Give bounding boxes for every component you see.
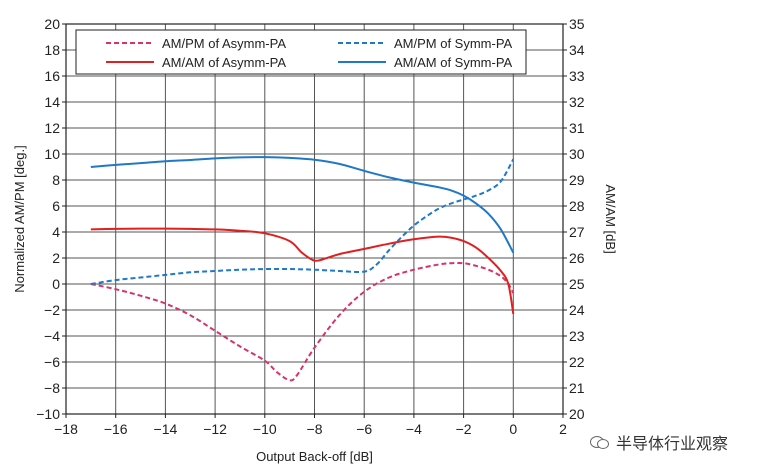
legend: AM/PM of Asymm-PA AM/PM of Symm-PA AM/AM o… <box>75 29 527 75</box>
y-axis-right-label: AM/AM [dB] <box>603 184 618 253</box>
legend-label-2: AM/PM of Symm-PA <box>394 36 513 51</box>
y-left-tick-label: −8 <box>44 380 60 396</box>
legend-label-1: AM/PM of Asymm-PA <box>162 36 286 51</box>
x-tick-label: 2 <box>559 421 567 437</box>
watermark-text: 半导体行业观察 <box>616 434 729 453</box>
y-left-tick-label: −4 <box>44 328 60 344</box>
x-tick-label: −14 <box>154 421 178 437</box>
x-tick-label: −4 <box>406 421 422 437</box>
x-tick-label: −8 <box>307 421 323 437</box>
ticks: −18 −16 −14 −12 −10 −8 −6 −4 −2 0 2−10−8−6−4−20246… <box>36 16 585 437</box>
y-right-tick-label: 33 <box>569 68 585 84</box>
y-right-tick-label: 27 <box>569 224 585 240</box>
y-left-tick-label: 16 <box>44 68 60 84</box>
x-tick-label: −18 <box>54 421 78 437</box>
y-left-tick-label: 20 <box>44 16 60 32</box>
y-right-tick-label: 34 <box>569 42 585 58</box>
y-right-tick-label: 35 <box>569 16 585 32</box>
x-axis-label: Output Back-off [dB] <box>256 449 373 464</box>
y-left-tick-label: −10 <box>36 406 60 422</box>
x-tick-label: 0 <box>509 421 517 437</box>
y-left-tick-label: 2 <box>52 250 60 266</box>
y-left-tick-label: 18 <box>44 42 60 58</box>
y-right-tick-label: 23 <box>569 328 585 344</box>
x-tick-label: −10 <box>253 421 277 437</box>
x-tick-label: −16 <box>104 421 128 437</box>
y-right-tick-label: 28 <box>569 198 585 214</box>
grid <box>65 23 564 415</box>
y-right-tick-label: 20 <box>569 406 585 422</box>
legend-label-4: AM/AM of Symm-PA <box>394 55 513 70</box>
x-tick-label: −2 <box>456 421 472 437</box>
y-right-tick-label: 25 <box>569 276 585 292</box>
watermark: 半导体行业观察 <box>590 430 728 454</box>
y-right-tick-label: 22 <box>569 354 585 370</box>
y-left-tick-label: 6 <box>52 198 60 214</box>
y-right-tick-label: 24 <box>569 302 585 318</box>
y-right-tick-label: 32 <box>569 94 585 110</box>
wechat-icon <box>590 434 610 450</box>
y-left-tick-label: 14 <box>44 94 60 110</box>
y-right-tick-label: 30 <box>569 146 585 162</box>
y-left-tick-label: −2 <box>44 302 60 318</box>
series-line-3 <box>90 227 515 315</box>
y-right-tick-label: 21 <box>569 380 585 396</box>
y-left-tick-label: 0 <box>52 276 60 292</box>
series-line-1 <box>90 261 515 382</box>
y-left-tick-label: 12 <box>44 120 60 136</box>
x-tick-label: −6 <box>356 421 372 437</box>
series-line-2 <box>90 158 515 285</box>
y-left-tick-label: 4 <box>52 224 60 240</box>
legend-label-3: AM/AM of Asymm-PA <box>162 55 286 70</box>
legend-box <box>75 29 527 75</box>
x-tick-label: −12 <box>203 421 227 437</box>
y-left-tick-label: 8 <box>52 172 60 188</box>
y-right-tick-label: 29 <box>569 172 585 188</box>
y-right-tick-label: 26 <box>569 250 585 266</box>
series-line-4 <box>90 156 515 254</box>
y-left-tick-label: 10 <box>44 146 60 162</box>
series-layer <box>90 156 515 382</box>
y-axis-left-label: Normalized AM/PM [deg.] <box>12 145 27 292</box>
y-right-tick-label: 31 <box>569 120 585 136</box>
y-left-tick-label: −6 <box>44 354 60 370</box>
